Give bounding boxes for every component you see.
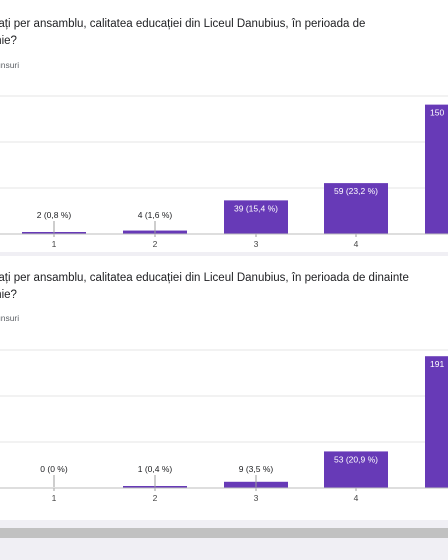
- data-label: 4 (1,6 %): [138, 210, 173, 220]
- data-label: 0 (0 %): [40, 464, 68, 474]
- x-tick-label: 2: [153, 493, 158, 503]
- x-tick-label: 4: [354, 239, 359, 249]
- x-tick-label: 3: [254, 239, 259, 249]
- data-label: 150: [430, 108, 444, 118]
- question-title: uați per ansamblu, calitatea educației d…: [0, 272, 409, 301]
- data-label: 59 (23,2 %): [334, 186, 378, 196]
- bar: [224, 200, 288, 234]
- bar: [324, 451, 388, 488]
- question-title: uați per ansamblu, calitatea educației d…: [0, 18, 366, 47]
- page-background: [0, 520, 448, 560]
- x-tick-label: 1: [52, 493, 57, 503]
- data-label: 1 (0,4 %): [138, 464, 173, 474]
- bar-chart-2: 0 (0 %) 1 1 (0,4 %) 2 9 (3,5 %) 3 53 (20,9 %) 4…: [0, 349, 448, 503]
- x-tick-label: 1: [52, 239, 57, 249]
- data-label: 39 (15,4 %): [234, 203, 278, 213]
- x-tick-label: 4: [354, 493, 359, 503]
- bar: [425, 104, 448, 234]
- horizontal-scrollbar[interactable]: [0, 528, 448, 538]
- data-label: 53 (20,9 %): [334, 454, 378, 464]
- bar-chart-1: 2 (0,8 %) 1 4 (1,6 %) 2 39 (15,4 %) 3 59 (23,2…: [0, 95, 448, 249]
- question-card-2: uați per ansamblu, calitatea educației d…: [0, 256, 448, 520]
- x-tick-label: 2: [153, 239, 158, 249]
- response-count: unsuri: [0, 60, 20, 70]
- x-tick-label: 3: [254, 493, 259, 503]
- data-label: 9 (3,5 %): [239, 464, 274, 474]
- bar: [425, 356, 448, 488]
- bar: [324, 183, 388, 234]
- question-card-1: uați per ansamblu, calitatea educației d…: [0, 0, 448, 252]
- data-label: 191: [430, 359, 444, 369]
- data-label: 2 (0,8 %): [37, 210, 72, 220]
- response-count: unsuri: [0, 313, 20, 323]
